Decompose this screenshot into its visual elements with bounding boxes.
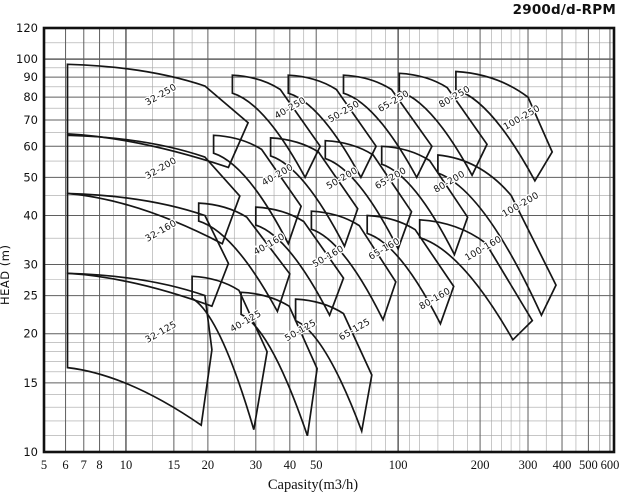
- pump-envelope-40-160: [197, 202, 291, 314]
- x-tick-label: 6: [62, 458, 68, 472]
- y-tick-label: 10: [23, 445, 38, 459]
- pump-envelope-label: 100-250: [502, 103, 543, 133]
- pump-envelope-label: 50-125: [283, 317, 318, 344]
- x-tick-label: 200: [471, 458, 490, 472]
- x-tick-label: 600: [601, 458, 620, 472]
- y-axis-label: HEAD (m): [0, 244, 12, 305]
- y-tick-label: 100: [16, 52, 38, 66]
- x-tick-label: 5: [41, 458, 47, 472]
- pump-envelope-50-125: [240, 291, 318, 436]
- pump-envelope-40-250: [231, 74, 322, 180]
- y-tick-label: 80: [23, 90, 38, 104]
- pump-envelope-label: 40-160: [252, 231, 287, 258]
- pump-envelope-32-160: [66, 192, 230, 308]
- pump-envelope-100-200: [437, 154, 557, 318]
- pump-envelope-100-250: [455, 70, 554, 183]
- pump-envelope-80-200: [380, 145, 469, 257]
- y-tick-label: 25: [23, 289, 38, 303]
- axis-tick-labels: 5 6 7 8 10 15 20 30 40 50 100 200 300 400 500 600 10 15 20…: [16, 21, 619, 472]
- pump-envelope-65-250: [342, 74, 433, 180]
- pump-envelope-80-250: [398, 72, 488, 178]
- pump-envelope-label: 80-160: [417, 286, 452, 313]
- pump-envelope-label: 65-160: [367, 236, 402, 263]
- pump-envelope-65-125: [294, 298, 373, 435]
- y-tick-label: 40: [23, 208, 38, 222]
- y-tick-label: 60: [23, 139, 38, 153]
- x-tick-label: 15: [168, 458, 181, 472]
- pump-envelope-40-125: [191, 275, 268, 430]
- pump-envelope-50-250: [287, 74, 378, 180]
- x-tick-label: 30: [250, 458, 263, 472]
- x-axis-label: Capasity(m3/h): [267, 477, 359, 493]
- x-tick-label: 40: [284, 458, 297, 472]
- pump-envelope-80-160: [366, 214, 455, 326]
- x-tick-label: 500: [579, 458, 598, 472]
- x-tick-label: 20: [202, 458, 215, 472]
- plot-border: [42, 26, 616, 454]
- pump-envelope-40-200: [212, 134, 303, 246]
- y-tick-label: 20: [23, 327, 38, 341]
- y-tick-label: 70: [23, 113, 38, 127]
- pump-envelope-32-200: [66, 134, 241, 245]
- x-tick-label: 10: [120, 458, 133, 472]
- pump-envelope-50-200: [269, 137, 359, 249]
- x-tick-label: 7: [81, 458, 87, 472]
- y-tick-label: 15: [23, 376, 38, 390]
- y-tick-label: 30: [23, 258, 38, 272]
- pump-envelope-32-125: [66, 272, 213, 427]
- x-tick-label: 100: [389, 458, 408, 472]
- pump-envelope-100-160: [418, 218, 534, 342]
- chart-title: 2900d/d-RPM: [512, 2, 616, 18]
- pump-envelope-labels: 32-12532-16032-20032-25040-12540-16040-2…: [142, 80, 543, 347]
- pump-envelopes: [66, 63, 557, 436]
- pump-envelope-50-160: [254, 206, 345, 318]
- x-tick-label: 400: [553, 458, 572, 472]
- x-tick-label: 300: [519, 458, 538, 472]
- pump-envelope-label: 50-250: [326, 98, 361, 125]
- y-tick-label: 90: [23, 70, 38, 84]
- x-tick-label: 8: [96, 458, 102, 472]
- pump-envelope-65-160: [310, 210, 397, 323]
- pump-envelope-32-250: [66, 63, 250, 169]
- pump-envelope-65-200: [324, 139, 413, 251]
- gridlines-minor: [44, 28, 614, 452]
- x-tick-label: 50: [310, 458, 323, 472]
- y-tick-label: 120: [16, 21, 38, 35]
- y-tick-label: 50: [23, 170, 38, 184]
- plot-border-group: [42, 26, 616, 454]
